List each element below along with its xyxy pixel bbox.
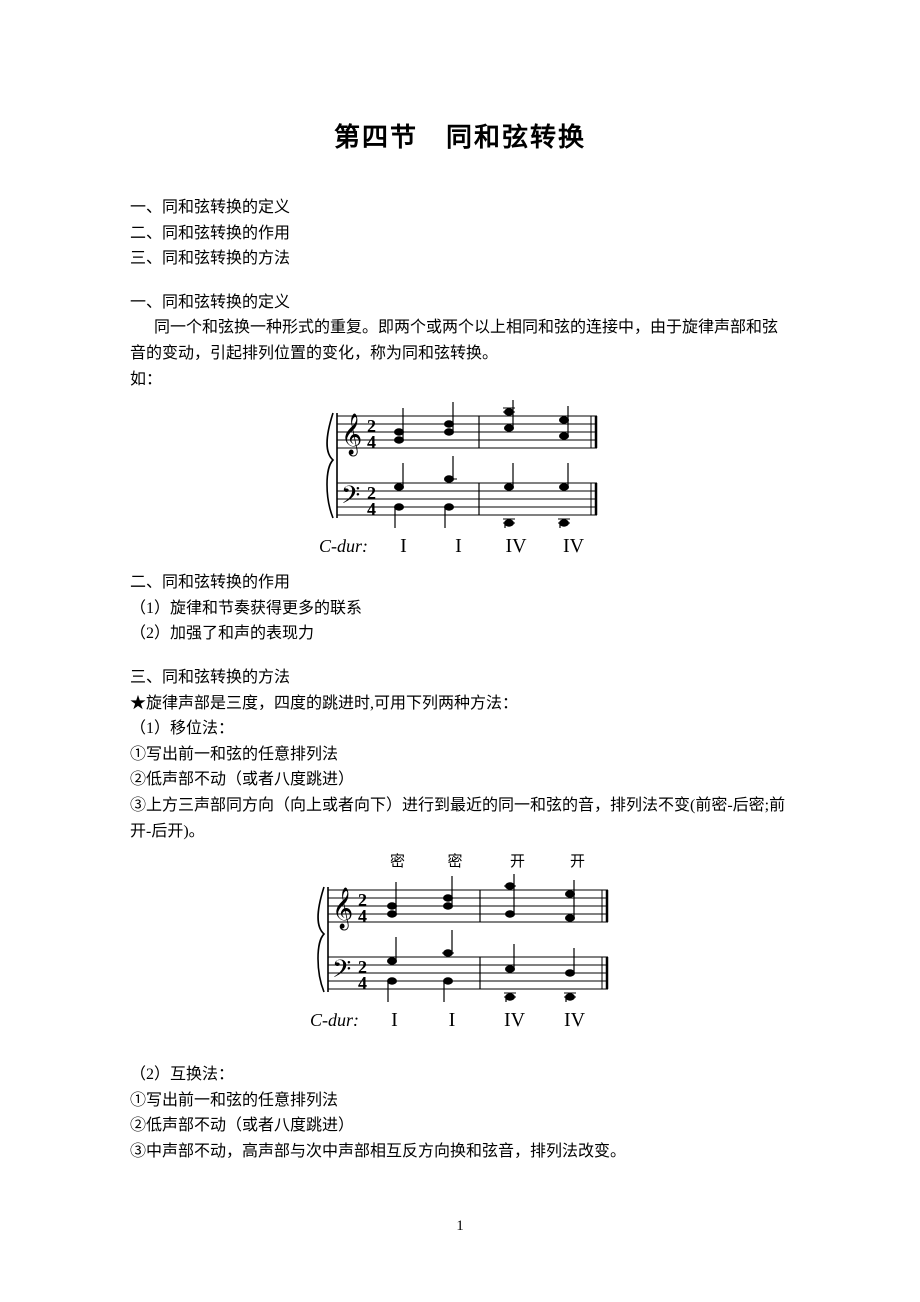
method2-step3: ③中声部不动，高声部与次中声部相互反方向换和弦音，排列法改变。: [130, 1139, 790, 1165]
toc-line-2: 二、同和弦转换的作用: [130, 221, 790, 247]
page-title: 第四节 同和弦转换: [130, 117, 790, 159]
svg-text:𝄞: 𝄞: [341, 413, 362, 456]
section1-heading: 一、同和弦转换的定义: [130, 290, 790, 316]
section1-para: 同一个和弦换一种形式的重复。即两个或两个以上相同和弦的连接中，由于旋律声部和弦音…: [130, 315, 790, 366]
score2-anno-1: 密: [370, 850, 425, 874]
section3-heading: 三、同和弦转换的方法: [130, 665, 790, 691]
svg-text:𝄢: 𝄢: [332, 956, 351, 989]
score2-anno-2: 密: [425, 850, 485, 874]
section3-star: ★旋律声部是三度，四度的跳进时,可用下列两种方法：: [130, 691, 790, 717]
method2-title: （2）互换法：: [130, 1062, 790, 1088]
svg-text:4: 4: [367, 499, 376, 519]
score2-rn-4: IV: [547, 1004, 602, 1036]
score1-rn-2: I: [431, 530, 486, 562]
score2-rn-1: I: [367, 1004, 422, 1036]
score2-anno-3: 开: [485, 850, 550, 874]
svg-text:4: 4: [358, 973, 367, 993]
score2-rn-2: I: [422, 1004, 482, 1036]
page-number: 1: [130, 1214, 790, 1238]
section2-heading: 二、同和弦转换的作用: [130, 570, 790, 596]
score2-roman-row: C-dur: I I IV IV: [310, 1004, 602, 1036]
section1-ru: 如：: [130, 367, 790, 393]
score2-rn-3: IV: [482, 1004, 547, 1036]
score1-rn-3: IV: [486, 530, 546, 562]
toc-line-3: 三、同和弦转换的方法: [130, 246, 790, 272]
music-notation-1: 𝄞 𝄢 2 4 2 4: [319, 398, 599, 528]
method1-step3: ③上方三声部同方向（向上或者向下）进行到最近的同一和弦的音，排列法不变(前密-后…: [130, 793, 790, 844]
score2-annotation-row: 密 密 开 开: [310, 850, 605, 874]
score-example-1: 𝄞 𝄢 2 4 2 4: [130, 398, 790, 562]
method1-step2: ②低声部不动（或者八度跳进）: [130, 767, 790, 793]
score2-key-label: C-dur:: [310, 1006, 359, 1035]
method1-step1: ①写出前一和弦的任意排列法: [130, 742, 790, 768]
method1-title: （1）移位法：: [130, 716, 790, 742]
section2-item1: （1）旋律和节奏获得更多的联系: [130, 596, 790, 622]
svg-text:𝄢: 𝄢: [341, 482, 360, 515]
score1-rn-1: I: [376, 530, 431, 562]
svg-text:4: 4: [358, 906, 367, 926]
toc-line-1: 一、同和弦转换的定义: [130, 195, 790, 221]
score1-roman-row: C-dur: I I IV IV: [319, 530, 601, 562]
method2-step1: ①写出前一和弦的任意排列法: [130, 1088, 790, 1114]
score-example-2: 密 密 开 开: [130, 850, 790, 1036]
score1-key-label: C-dur:: [319, 532, 368, 561]
section2-item2: （2）加强了和声的表现力: [130, 621, 790, 647]
svg-text:4: 4: [367, 432, 376, 452]
svg-text:𝄞: 𝄞: [332, 887, 353, 930]
score2-anno-4: 开: [550, 850, 605, 874]
method2-step2: ②低声部不动（或者八度跳进）: [130, 1113, 790, 1139]
score1-rn-4: IV: [546, 530, 601, 562]
music-notation-2: 𝄞 𝄢 2 4 2 4: [310, 872, 610, 1002]
